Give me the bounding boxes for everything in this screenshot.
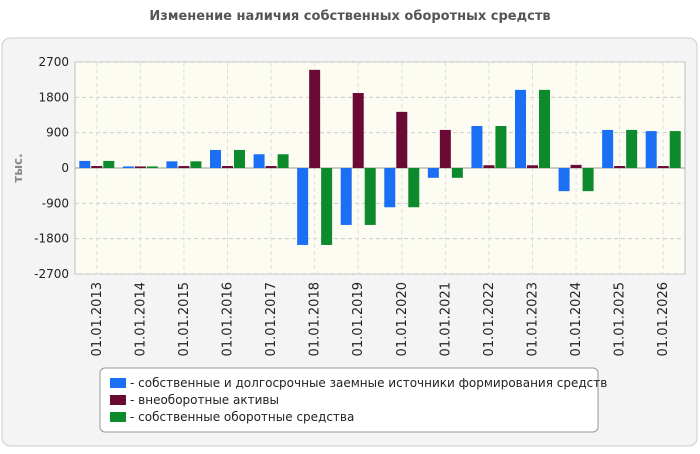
y-tick-label: 900 bbox=[46, 126, 69, 140]
bar bbox=[427, 168, 439, 178]
bar bbox=[210, 149, 221, 168]
legend bbox=[99, 367, 599, 433]
legend-label: - собственные оборотные средства bbox=[130, 410, 354, 424]
bar bbox=[265, 166, 277, 168]
bar bbox=[614, 166, 626, 168]
bar bbox=[234, 149, 245, 168]
bar bbox=[471, 125, 483, 168]
y-tick-label: 2700 bbox=[38, 55, 69, 69]
x-tick-label: 01.01.2021 bbox=[438, 282, 453, 356]
bar bbox=[439, 129, 451, 168]
bar bbox=[515, 89, 526, 168]
bar bbox=[297, 168, 309, 245]
bar bbox=[79, 160, 91, 168]
legend-label: - собственные и долгосрочные заемные ист… bbox=[130, 376, 607, 390]
x-tick-label: 01.01.2025 bbox=[613, 282, 628, 356]
bar bbox=[495, 125, 507, 168]
bar bbox=[483, 165, 495, 168]
x-tick-label: 01.01.2014 bbox=[133, 282, 148, 356]
x-tick-label: 01.01.2016 bbox=[221, 282, 236, 356]
bar bbox=[364, 168, 376, 225]
bar bbox=[222, 166, 233, 168]
y-axis-label: тыс. bbox=[11, 153, 25, 182]
x-tick-label: 01.01.2023 bbox=[526, 282, 541, 356]
bar bbox=[669, 131, 681, 168]
bar bbox=[408, 168, 420, 208]
bar bbox=[146, 166, 158, 168]
bar bbox=[277, 154, 289, 168]
x-tick-label: 01.01.2018 bbox=[308, 282, 323, 356]
bar bbox=[396, 111, 408, 168]
y-tick-label: -900 bbox=[42, 196, 69, 210]
bar bbox=[602, 129, 614, 168]
bar bbox=[340, 168, 352, 225]
bar bbox=[527, 165, 538, 168]
bar bbox=[178, 166, 190, 168]
bar bbox=[570, 164, 582, 168]
bar bbox=[582, 168, 594, 192]
bar bbox=[657, 166, 669, 168]
legend-swatch bbox=[110, 412, 126, 422]
bar bbox=[309, 69, 321, 168]
y-tick-label: -2700 bbox=[34, 267, 69, 281]
bar bbox=[253, 154, 265, 168]
bar bbox=[134, 166, 146, 168]
bar bbox=[626, 129, 638, 168]
x-tick-label: 01.01.2013 bbox=[90, 282, 105, 356]
bar bbox=[352, 93, 364, 168]
bar bbox=[321, 168, 333, 245]
bar bbox=[539, 89, 550, 168]
legend-swatch bbox=[110, 378, 126, 388]
y-tick-label: -1800 bbox=[34, 232, 69, 246]
x-tick-label: 01.01.2020 bbox=[395, 282, 410, 356]
bar bbox=[451, 168, 463, 178]
bar bbox=[166, 161, 178, 168]
bar bbox=[122, 166, 134, 168]
y-tick-label: 0 bbox=[61, 161, 69, 175]
bar bbox=[91, 166, 103, 168]
bar bbox=[384, 168, 396, 208]
x-tick-label: 01.01.2019 bbox=[351, 282, 366, 356]
legend-swatch bbox=[110, 395, 126, 405]
y-tick-label: 1800 bbox=[38, 90, 69, 104]
bar bbox=[190, 161, 202, 168]
legend-label: - внеоборотные активы bbox=[130, 393, 279, 407]
bar bbox=[103, 160, 115, 168]
x-tick-label: 01.01.2017 bbox=[264, 282, 279, 356]
bar bbox=[645, 131, 657, 168]
x-tick-label: 01.01.2022 bbox=[482, 282, 497, 356]
x-tick-label: 01.01.2024 bbox=[569, 282, 584, 356]
bar bbox=[558, 168, 570, 192]
x-tick-label: 01.01.2015 bbox=[177, 282, 192, 356]
chart-title: Изменение наличия собственных оборотных … bbox=[149, 9, 550, 24]
x-tick-label: 01.01.2026 bbox=[656, 282, 671, 356]
